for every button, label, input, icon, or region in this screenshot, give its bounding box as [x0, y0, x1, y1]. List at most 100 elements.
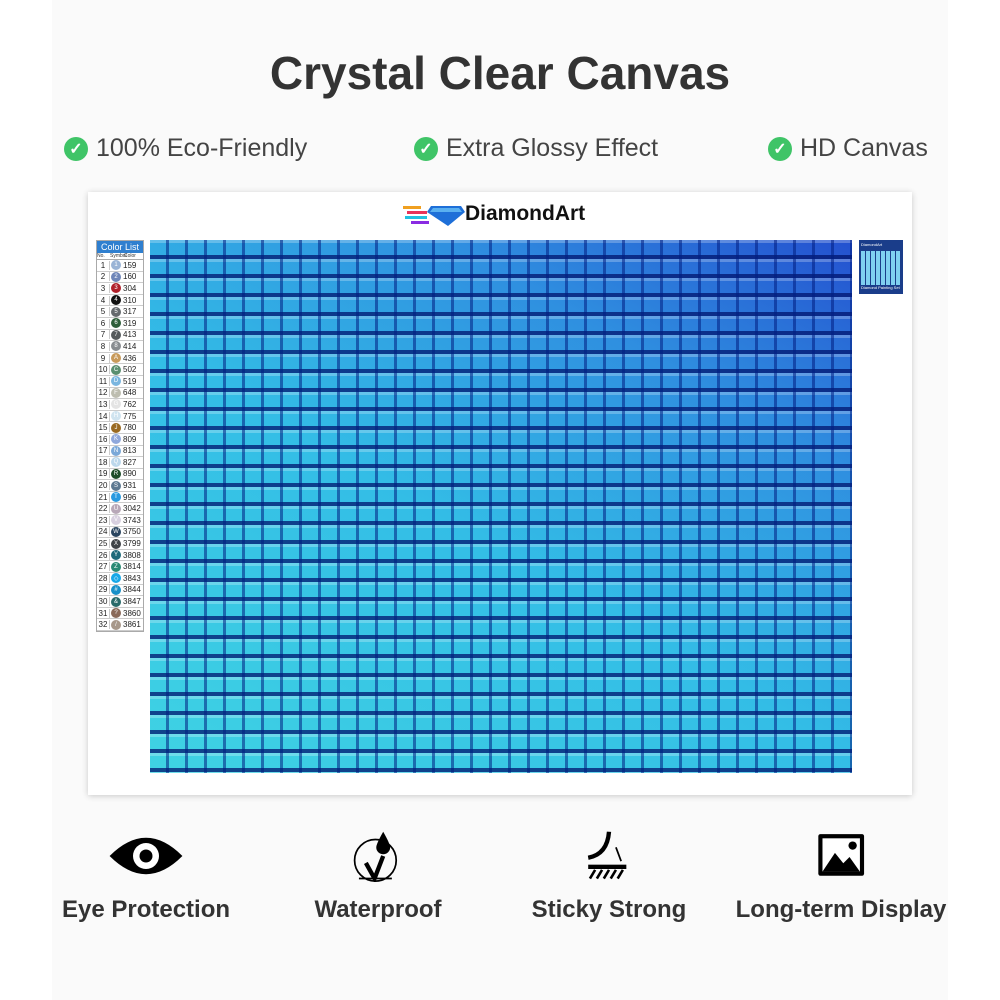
color-code: 3042 [123, 504, 141, 514]
row-number: 18 [97, 457, 110, 467]
row-number: 4 [97, 295, 110, 305]
row-number: 17 [97, 446, 110, 456]
row-number: 5 [97, 307, 110, 317]
color-list-row: 18 Q 827 [97, 457, 143, 469]
row-number: 21 [97, 492, 110, 502]
symbol-badge: A [111, 353, 121, 364]
symbol-badge: / [111, 619, 121, 630]
symbol-badge: X [111, 538, 121, 549]
color-code: 159 [123, 260, 137, 270]
color-list-row: 15 J 780 [97, 422, 143, 434]
row-number: 14 [97, 411, 110, 421]
symbol-badge: 4 [111, 295, 121, 306]
row-number: 26 [97, 550, 110, 560]
color-list-row: 30 & 3847 [97, 596, 143, 608]
feature-long-term-display: Long-term Display [726, 830, 956, 924]
row-number: 9 [97, 353, 110, 363]
diamond-logo-icon [403, 206, 465, 226]
color-list-row: 5 5 317 [97, 306, 143, 318]
row-number: 2 [97, 272, 110, 282]
color-list: Color List No. Symbol Color 1 1 159 2 2 160 3 3… [96, 240, 144, 632]
feature-hd: ✓ HD Canvas [768, 134, 928, 163]
color-code: 436 [123, 353, 137, 363]
color-list-row: 4 4 310 [97, 295, 143, 307]
color-code: 413 [123, 330, 137, 340]
symbol-badge: Z [111, 561, 121, 572]
symbol-badge: 7 [111, 329, 121, 340]
brand-logo: DiamondArt [403, 202, 585, 226]
color-list-row: 1 1 159 [97, 260, 143, 272]
feature-label: Eye Protection [61, 896, 231, 923]
color-code: 3843 [123, 573, 141, 583]
row-number: 11 [97, 376, 110, 386]
color-list-row: 21 T 996 [97, 492, 143, 504]
color-code: 996 [123, 492, 137, 502]
symbol-badge: C [111, 364, 121, 375]
symbol-badge: K [111, 434, 121, 445]
color-code: 3814 [123, 562, 141, 572]
row-number: 20 [97, 481, 110, 491]
row-number: 7 [97, 330, 110, 340]
page-title: Crystal Clear Canvas [269, 47, 731, 99]
symbol-badge: 1 [111, 260, 121, 271]
check-icon: ✓ [768, 136, 792, 161]
color-list-row: 28 ◇ 3843 [97, 573, 143, 585]
color-code: 304 [123, 283, 137, 293]
check-icon: ✓ [64, 136, 88, 161]
color-code: 648 [123, 388, 137, 398]
color-list-row: 29 #3844 [97, 584, 143, 597]
color-list-row: 8 8 414 [97, 341, 143, 353]
color-list-row: 24 W 3750 [97, 526, 143, 539]
symbol-badge: 6 [111, 318, 121, 329]
color-list-row: 17 N 813 [97, 445, 143, 458]
check-icon: ✓ [414, 136, 438, 161]
color-code: 762 [123, 399, 137, 409]
color-list-row: 26 Y 3808 [97, 550, 143, 562]
peel-adhesive-icon [587, 831, 627, 880]
symbol-badge: 2 [111, 271, 121, 282]
color-code: 3860 [123, 608, 141, 618]
symbol-badge: ◇ [111, 573, 121, 584]
color-list-row: 9 A 436 [97, 353, 143, 365]
symbol-badge: S [111, 480, 121, 491]
symbol-badge: J [111, 422, 121, 433]
row-number: 27 [97, 562, 110, 572]
symbol-badge: H [111, 411, 121, 422]
color-code: 827 [123, 457, 137, 467]
row-number: 12 [97, 388, 110, 398]
row-number: 6 [97, 318, 110, 328]
color-list-row: 23 V 3743 [97, 515, 143, 527]
color-list-row: 20 S 931 [97, 480, 143, 492]
symbol-badge: G [111, 399, 121, 410]
water-drop-check-icon [353, 831, 398, 882]
color-code: 931 [123, 481, 137, 491]
symbol-badge: Q [111, 457, 121, 468]
color-list-title: Color List [97, 241, 143, 253]
color-list-row: 25 X 3799 [97, 538, 143, 550]
row-number: 23 [97, 515, 110, 525]
color-code: 813 [123, 446, 137, 456]
symbol-badge: 8 [111, 341, 121, 352]
feature-label: Waterproof [314, 896, 442, 923]
feature-label: Long-term Display [735, 896, 947, 923]
thumbnail-preview: DiamondArt Diamond Painting Set [859, 240, 903, 294]
row-number: 10 [97, 365, 110, 375]
symbol-badge: V [111, 515, 121, 526]
color-code: 319 [123, 318, 137, 328]
color-list-row: 32/3861 [97, 619, 143, 631]
row-number: 8 [97, 341, 110, 351]
color-code: 519 [123, 376, 137, 386]
color-list-row: 14 H 775 [97, 411, 143, 423]
symbol-badge: Y [111, 550, 121, 561]
feature-waterproof: Waterproof [263, 830, 493, 924]
color-list-row: 11 D 519 [97, 376, 143, 388]
color-code: 502 [123, 365, 137, 375]
color-code: 3861 [123, 620, 141, 630]
color-code: 3808 [123, 550, 141, 560]
row-number: 22 [97, 504, 110, 514]
feature-label: Sticky Strong [531, 896, 687, 923]
row-number: 28 [97, 573, 110, 583]
feature-sticky-strong: Sticky Strong [494, 830, 724, 924]
color-list-row: 3 3 304 [97, 283, 143, 295]
color-code: 780 [123, 423, 137, 433]
